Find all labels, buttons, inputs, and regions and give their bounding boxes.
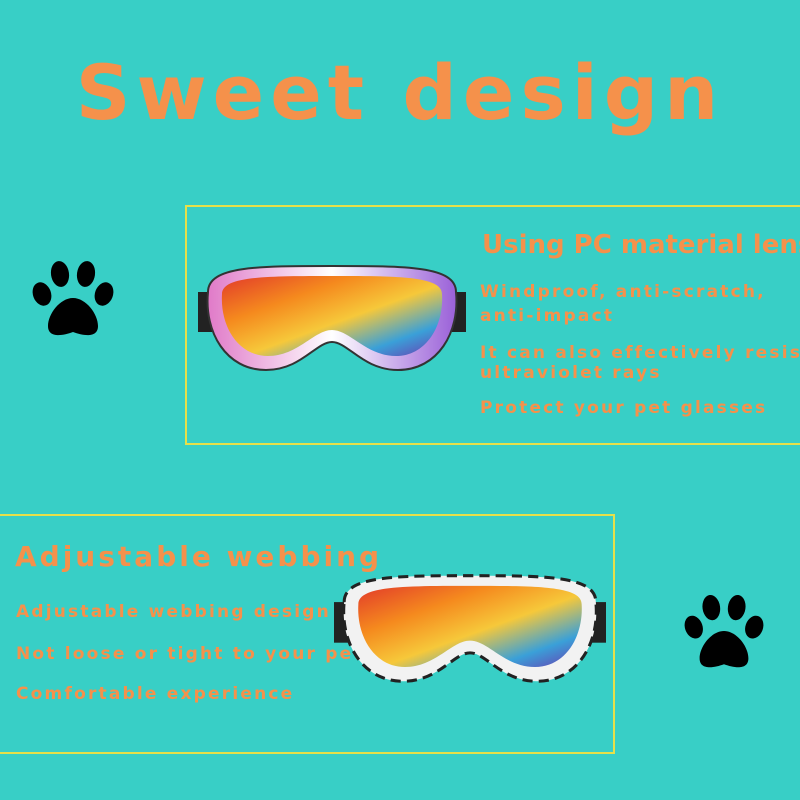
page-title: Sweet design <box>75 48 725 137</box>
lens-line: It can also effectively resist <box>480 343 800 363</box>
paw-icon <box>684 594 764 668</box>
paw-icon <box>32 261 114 336</box>
goggles-image <box>198 265 466 372</box>
lens-heading: Using PC material lens <box>482 230 800 260</box>
lens-feature-box <box>185 205 800 445</box>
webbing-line: Not loose or tight to your pet <box>16 644 364 664</box>
webbing-feature-box <box>0 514 615 754</box>
webbing-line: Comfortable experience <box>16 684 295 704</box>
lens-line: Windproof, anti-scratch, <box>480 282 766 302</box>
webbing-line: Adjustable webbing design <box>16 602 331 622</box>
goggles-image <box>334 574 606 683</box>
lens-line: ultraviolet rays <box>480 363 662 383</box>
lens-line: Protect your pet glasses <box>480 398 768 418</box>
webbing-heading: Adjustable webbing <box>15 540 383 573</box>
lens-line: anti-impact <box>480 306 615 326</box>
